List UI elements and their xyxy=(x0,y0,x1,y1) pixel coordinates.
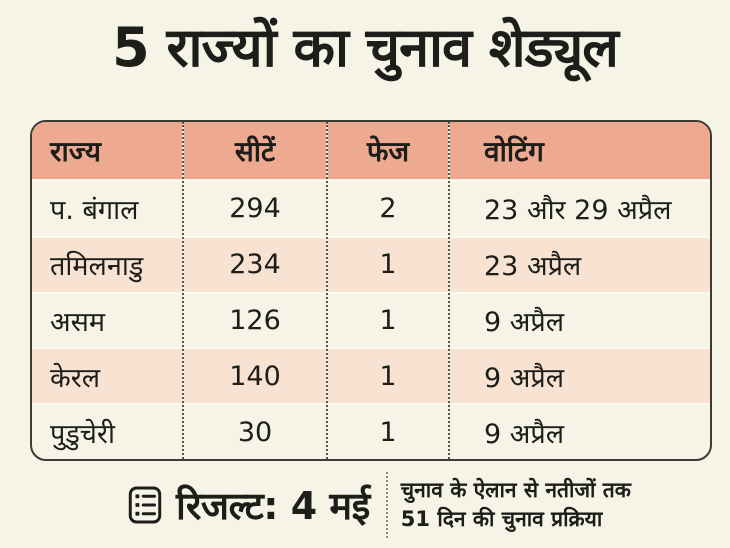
cell-phase-puducherry: 1 xyxy=(328,403,448,459)
cell-phase-assam: 1 xyxy=(328,291,448,348)
cell-seats-kerala: 140 xyxy=(184,347,326,404)
cell-seats-puducherry: 30 xyxy=(184,403,326,459)
cell-phase-tamil-nadu: 1 xyxy=(328,235,448,292)
column-phase: फेज 2 1 1 1 1 xyxy=(326,122,448,459)
cell-phase-kerala: 1 xyxy=(328,347,448,404)
cell-seats-assam: 126 xyxy=(184,291,326,348)
header-cell-voting: वोटिंग xyxy=(450,122,710,182)
result-label: रिजल्ट: 4 मई xyxy=(176,484,370,528)
cell-seats-tamil-nadu: 234 xyxy=(184,235,326,292)
page-title: 5 राज्यों का चुनाव शेड्यूल xyxy=(112,16,619,79)
cell-voting-puducherry: 9 अप्रैल xyxy=(450,403,710,459)
cell-state-kerala: केरल xyxy=(32,347,182,404)
footer-note-line1: चुनाव के ऐलान से नतीजों तक xyxy=(400,477,631,502)
footer-note-line2: 51 दिन की चुनाव प्रक्रिया xyxy=(400,507,603,531)
footer-note: चुनाव के ऐलान से नतीजों तक 51 दिन की चुन… xyxy=(401,476,631,535)
cell-voting-tamil-nadu: 23 अप्रैल xyxy=(450,235,710,292)
cell-voting-west-bengal: 23 और 29 अप्रैल xyxy=(484,195,672,227)
header-cell-state: राज्य xyxy=(32,122,182,182)
cell-voting-kerala: 9 अप्रैल xyxy=(450,347,710,404)
cell-state-puducherry: पुडुचेरी xyxy=(32,403,182,459)
footer-divider xyxy=(385,472,388,538)
cell-seats-west-bengal: 294 xyxy=(229,193,281,225)
header-cell-seats: सीटें xyxy=(184,122,326,182)
cell-voting-assam: 9 अप्रैल xyxy=(450,291,710,348)
cell-state-assam: असम xyxy=(32,291,182,348)
column-state: राज्य प. बंगाल तमिलनाडु असम केरल पुडुचेर… xyxy=(32,122,182,459)
cell-state-west-bengal: प. बंगाल xyxy=(50,195,139,227)
checklist-icon xyxy=(128,485,162,525)
column-seats: सीटें 294 234 126 140 30 xyxy=(182,122,326,459)
column-voting: वोटिंग 23 और 29 अप्रैल 23 अप्रैल 9 अप्रै… xyxy=(448,122,710,459)
header-cell-phase: फेज xyxy=(328,122,448,182)
cell-state-tamil-nadu: तमिलनाडु xyxy=(32,235,182,292)
footer: रिजल्ट: 4 मई चुनाव के ऐलान से नतीजों तक … xyxy=(0,464,730,546)
election-schedule-table: राज्य प. बंगाल तमिलनाडु असम केरल पुडुचेर… xyxy=(30,120,712,461)
cell-phase-west-bengal: 2 xyxy=(379,193,397,225)
